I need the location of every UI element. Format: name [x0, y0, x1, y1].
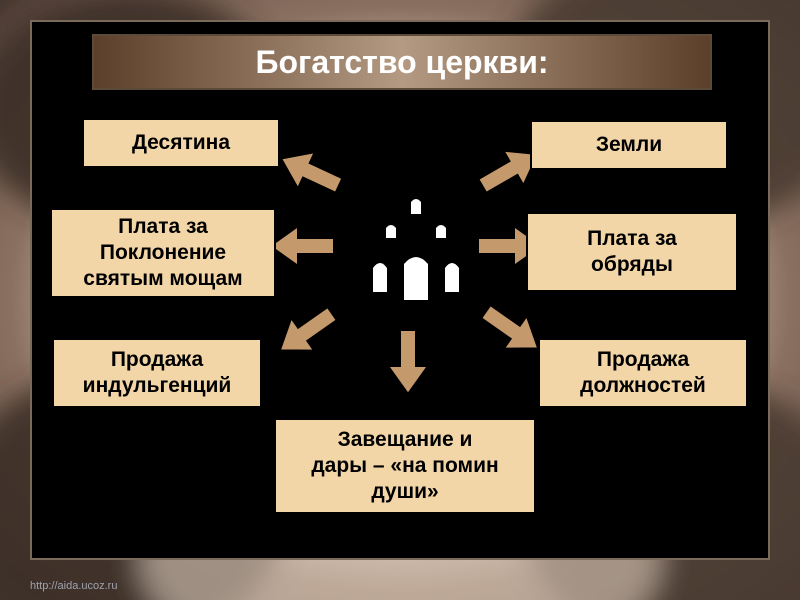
footer-url: http://aida.ucoz.ru: [30, 580, 117, 592]
box-tithe: Десятина: [82, 118, 280, 168]
box-bequests: Завещание идары – «на поминдуши»: [274, 418, 536, 514]
slide-panel: Богатство церкви:: [30, 20, 770, 560]
title-bar: Богатство церкви:: [92, 34, 712, 90]
title-text: Богатство церкви:: [255, 44, 548, 81]
church-icon: [347, 142, 487, 302]
box-indulg: Продажаиндульгенций: [52, 338, 262, 408]
arrow-to-bequests: [386, 328, 430, 396]
arrow-to-indulg: [266, 294, 347, 369]
box-rites: Плата заобряды: [526, 212, 738, 292]
arrow-to-tithe: [270, 138, 350, 207]
box-relics: Плата заПоклонениесвятым мощам: [50, 208, 276, 298]
box-positions: Продажадолжностей: [538, 338, 748, 408]
box-lands: Земли: [530, 120, 728, 170]
arrow-to-relics: [268, 224, 336, 268]
